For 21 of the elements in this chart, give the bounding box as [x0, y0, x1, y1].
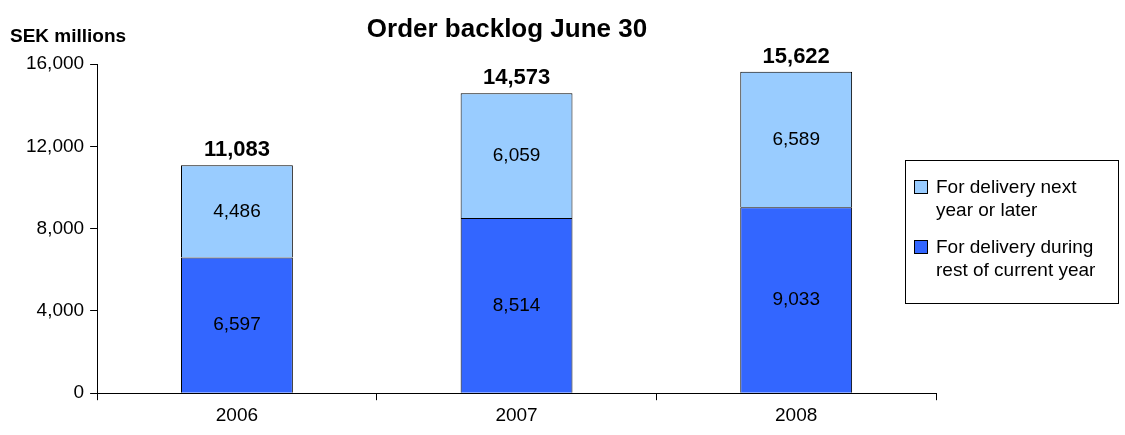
- chart-title: Order backlog June 30: [366, 13, 648, 44]
- text: 6,597: [213, 313, 261, 335]
- y-tick-label: 16,000: [25, 52, 85, 74]
- text: 6,059: [492, 143, 541, 165]
- text: 8,514: [492, 293, 541, 315]
- y-axis-title: SEK millions: [10, 25, 127, 47]
- y-tick-label: 4,000: [36, 299, 85, 321]
- x-tick-label: 2008: [775, 403, 818, 425]
- text: 9,033: [772, 288, 820, 310]
- legend-label: For delivery next year or later: [936, 175, 1078, 221]
- x-tick-label: 2007: [495, 403, 538, 425]
- y-tick-label: 0: [73, 381, 85, 403]
- legend-label: For delivery during rest of current year: [936, 235, 1097, 281]
- text: 6,589: [772, 127, 820, 149]
- total-label: 11,083: [203, 136, 270, 162]
- x-tick-label: 2006: [215, 403, 259, 425]
- y-tick-label: 12,000: [25, 134, 85, 156]
- total-label: 15,622: [762, 42, 830, 68]
- total-label: 14,573: [482, 64, 551, 90]
- text: 4,486: [213, 199, 261, 221]
- y-tick-label: 8,000: [36, 216, 85, 238]
